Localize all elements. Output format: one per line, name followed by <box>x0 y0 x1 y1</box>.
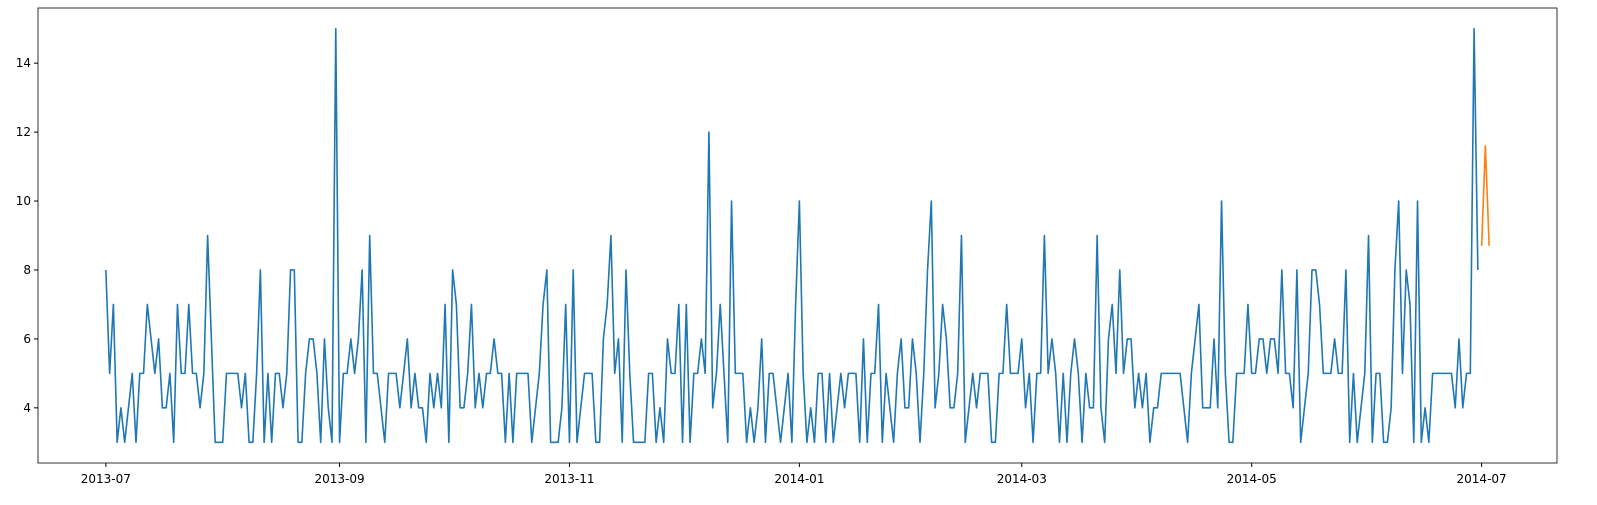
x-tick-label: 2014-01 <box>774 472 824 486</box>
plot-frame <box>37 7 1558 464</box>
series-line <box>1480 145 1490 246</box>
y-tick-label: 10 <box>16 194 31 208</box>
y-tick-label: 12 <box>16 125 31 139</box>
x-tick-label: 2014-05 <box>1227 472 1277 486</box>
y-tick-label: 4 <box>23 401 31 415</box>
y-tick-label: 14 <box>16 56 31 70</box>
x-tick-label: 2013-11 <box>544 472 594 486</box>
x-tick-label: 2013-09 <box>314 472 364 486</box>
series-line <box>105 27 1479 444</box>
x-tick-label: 2014-07 <box>1457 472 1507 486</box>
y-tick-label: 8 <box>23 263 31 277</box>
y-tick-label: 6 <box>23 332 31 346</box>
x-tick-label: 2013-07 <box>81 472 131 486</box>
x-tick-label: 2014-03 <box>997 472 1047 486</box>
